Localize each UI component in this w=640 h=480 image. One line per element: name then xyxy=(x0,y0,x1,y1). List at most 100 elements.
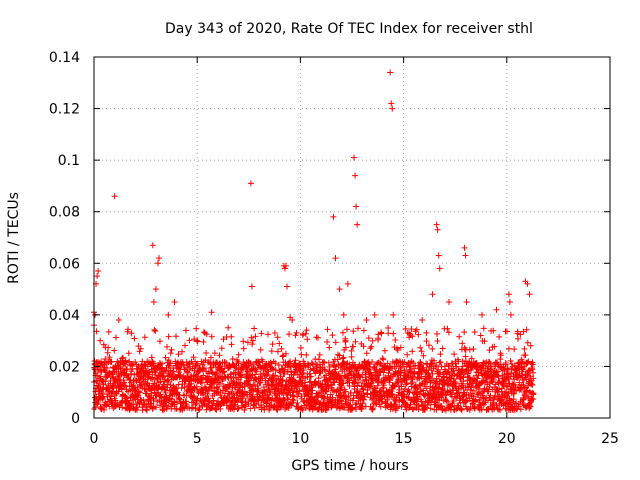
y-tick-label: 0.02 xyxy=(49,359,80,375)
y-tick-label: 0.1 xyxy=(58,153,80,169)
bulk-point xyxy=(367,345,374,352)
bulk-point xyxy=(470,387,477,394)
bulk-point xyxy=(314,334,321,341)
bulk-point xyxy=(289,392,296,399)
bulk-point xyxy=(349,405,356,412)
bulk-point xyxy=(186,337,193,344)
bulk-point xyxy=(198,380,205,387)
bulk-point xyxy=(258,330,265,337)
bulk-point xyxy=(402,325,409,332)
bulk-point xyxy=(383,365,390,372)
bulk-point xyxy=(528,380,535,387)
bulk-point xyxy=(195,407,202,414)
bulk-point xyxy=(124,366,131,373)
data-point xyxy=(344,280,351,287)
bulk-point xyxy=(191,394,198,401)
bulk-point xyxy=(203,350,210,357)
x-tick-label: 15 xyxy=(395,431,413,447)
bulk-point xyxy=(135,376,142,383)
bulk-point xyxy=(364,387,371,394)
bulk-point xyxy=(324,339,331,346)
data-point xyxy=(463,298,470,305)
data-point xyxy=(433,221,440,228)
data-point xyxy=(389,105,396,112)
bulk-point xyxy=(285,359,292,366)
bulk-point xyxy=(507,357,514,364)
bulk-point xyxy=(290,372,297,379)
bulk-point xyxy=(170,368,177,375)
bulk-point xyxy=(143,407,150,414)
bulk-point xyxy=(465,391,472,398)
bulk-point xyxy=(271,330,278,337)
bulk-point xyxy=(250,361,257,368)
bulk-point xyxy=(106,354,113,361)
bulk-point xyxy=(455,389,462,396)
bulk-point xyxy=(242,403,249,410)
bulk-point xyxy=(404,351,411,358)
bulk-point xyxy=(405,395,412,402)
bulk-point xyxy=(287,358,294,365)
bulk-point xyxy=(94,372,101,379)
bulk-point xyxy=(444,398,451,405)
data-point xyxy=(351,154,358,161)
bulk-point xyxy=(234,406,241,413)
y-tick-label: 0 xyxy=(71,411,80,427)
bulk-point xyxy=(281,368,288,375)
bulk-point xyxy=(127,402,134,409)
data-point xyxy=(352,172,359,179)
data-point xyxy=(371,311,378,318)
bulk-point xyxy=(232,370,239,377)
bulk-point xyxy=(486,347,493,354)
bulk-point xyxy=(499,381,506,388)
bulk-point xyxy=(235,351,242,358)
bulk-point xyxy=(302,330,309,337)
bulk-point xyxy=(193,383,200,390)
bulk-point xyxy=(161,406,168,413)
bulk-point xyxy=(253,401,260,408)
bulk-point xyxy=(228,370,235,377)
bulk-point xyxy=(293,329,300,336)
data-point xyxy=(461,244,468,251)
bulk-point xyxy=(365,335,372,342)
bulk-point xyxy=(140,397,147,404)
bulk-point xyxy=(510,396,517,403)
bulk-point xyxy=(409,373,416,380)
bulk-point xyxy=(108,358,115,365)
bulk-point xyxy=(423,338,430,345)
bulk-point xyxy=(151,327,158,334)
bulk-point xyxy=(150,360,157,367)
bulk-point xyxy=(137,345,144,352)
bulk-point xyxy=(125,326,132,333)
bulk-point xyxy=(406,389,413,396)
bulk-point xyxy=(111,347,118,354)
bulk-point xyxy=(153,404,160,411)
bulk-point xyxy=(350,343,357,350)
bulk-point xyxy=(456,333,463,340)
bulk-point xyxy=(294,400,301,407)
bulk-point xyxy=(272,366,279,373)
bulk-point xyxy=(390,330,397,337)
bulk-point xyxy=(360,396,367,403)
bulk-point xyxy=(496,333,503,340)
bulk-point xyxy=(525,358,532,365)
bulk-point xyxy=(517,331,524,338)
bulk-point xyxy=(105,328,112,335)
bulk-point xyxy=(521,345,528,352)
bulk-point xyxy=(320,359,327,366)
bulk-point xyxy=(530,390,537,397)
bulk-point xyxy=(434,337,441,344)
bulk-point xyxy=(479,392,486,399)
chart-title: Day 343 of 2020, Rate Of TEC Index for r… xyxy=(165,21,533,37)
bulk-point xyxy=(433,362,440,369)
bulk-point xyxy=(229,355,236,362)
bulk-point xyxy=(228,341,235,348)
grid xyxy=(94,57,610,418)
bulk-point xyxy=(391,383,398,390)
bulk-point xyxy=(165,403,172,410)
bulk-point xyxy=(480,325,487,332)
bulk-point xyxy=(264,368,271,375)
bulk-point xyxy=(368,343,375,350)
bulk-point xyxy=(308,359,315,366)
bulk-point xyxy=(384,360,391,367)
x-tick-label: 25 xyxy=(601,431,619,447)
